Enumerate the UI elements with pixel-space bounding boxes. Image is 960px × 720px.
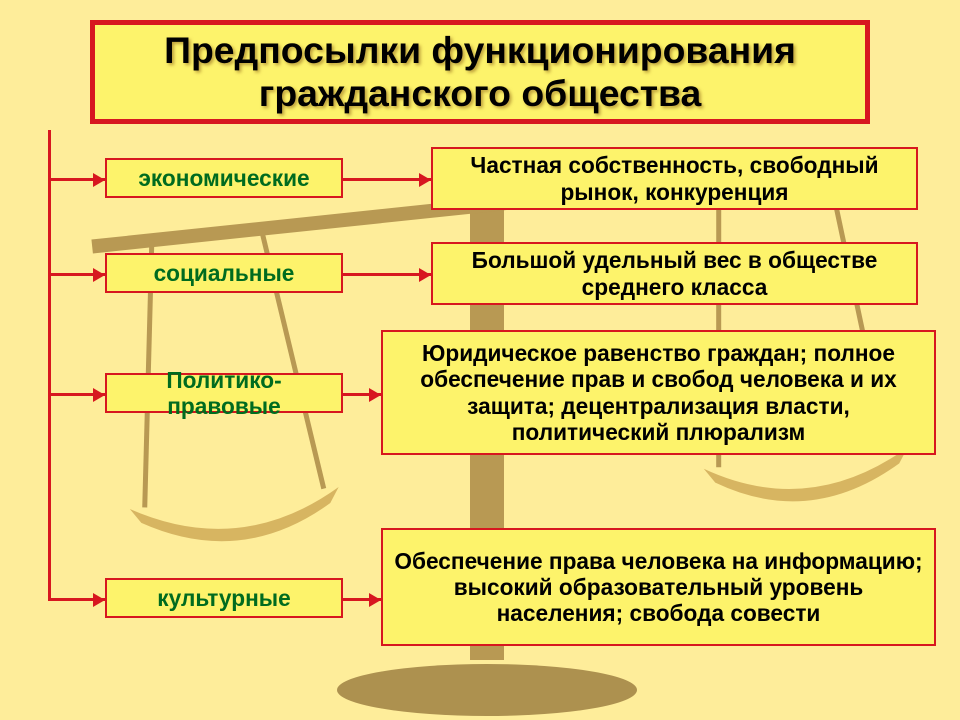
arrow-icon bbox=[369, 388, 381, 402]
arrow-icon bbox=[369, 593, 381, 607]
category-box-economic: экономические bbox=[105, 158, 343, 198]
arrow-icon bbox=[93, 173, 105, 187]
detail-box-social: Большой удельный вес в обществе среднего… bbox=[431, 242, 918, 305]
arrow-icon bbox=[419, 268, 431, 282]
title-box: Предпосылки функционирования гражданског… bbox=[90, 20, 870, 124]
arrow-icon bbox=[419, 173, 431, 187]
category-box-cultural: культурные bbox=[105, 578, 343, 618]
connector-branch bbox=[343, 178, 431, 181]
category-box-political: Политико-правовые bbox=[105, 373, 343, 413]
detail-box-economic: Частная собственность, свободный рынок, … bbox=[431, 147, 918, 210]
arrow-icon bbox=[93, 268, 105, 282]
detail-box-political: Юридическое равенство граждан; полное об… bbox=[381, 330, 936, 455]
connector-stem bbox=[48, 130, 51, 601]
arrow-icon bbox=[93, 388, 105, 402]
diagram-stage: Предпосылки функционирования гражданског… bbox=[0, 0, 960, 720]
title-text: Предпосылки функционирования гражданског… bbox=[105, 29, 855, 115]
detail-box-cultural: Обеспечение права человека на информацию… bbox=[381, 528, 936, 646]
connector-branch bbox=[343, 273, 431, 276]
category-box-social: социальные bbox=[105, 253, 343, 293]
arrow-icon bbox=[93, 593, 105, 607]
